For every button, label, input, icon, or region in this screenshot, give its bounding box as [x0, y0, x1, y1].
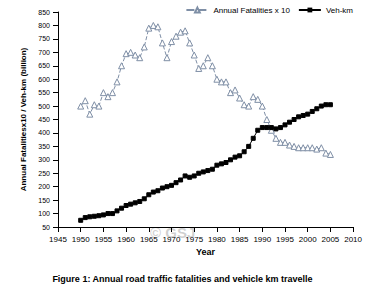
svg-text:Year: Year: [196, 247, 216, 257]
svg-text:350: 350: [38, 143, 50, 150]
svg-text:1965: 1965: [140, 235, 158, 244]
svg-text:250: 250: [38, 170, 50, 177]
svg-text:2010: 2010: [344, 235, 362, 244]
svg-text:2005: 2005: [322, 235, 340, 244]
svg-text:300: 300: [38, 156, 50, 163]
svg-text:600: 600: [38, 76, 50, 83]
svg-text:1970: 1970: [163, 235, 181, 244]
svg-text:Figure 1: Annual road traffic: Figure 1: Annual road traffic fatalities…: [52, 274, 312, 284]
svg-text:© GSJ: © GSJ: [150, 224, 196, 241]
svg-text:150: 150: [38, 197, 50, 204]
svg-text:1985: 1985: [231, 235, 249, 244]
svg-text:1950: 1950: [72, 235, 90, 244]
svg-text:50: 50: [42, 224, 50, 231]
svg-text:750: 750: [38, 35, 50, 42]
svg-text:1945: 1945: [49, 235, 67, 244]
svg-text:Annual Fatalitiesx10 / Veh-km: Annual Fatalitiesx10 / Veh-km (billion): [19, 47, 28, 191]
svg-text:500: 500: [38, 103, 50, 110]
svg-text:700: 700: [38, 49, 50, 56]
svg-text:450: 450: [38, 116, 50, 123]
svg-text:1955: 1955: [95, 235, 113, 244]
svg-text:1980: 1980: [208, 235, 226, 244]
svg-text:1960: 1960: [117, 235, 135, 244]
svg-text:2000: 2000: [299, 235, 317, 244]
svg-text:Veh-km: Veh-km: [326, 6, 353, 15]
svg-text:800: 800: [38, 22, 50, 29]
svg-text:400: 400: [38, 129, 50, 136]
svg-text:100: 100: [38, 210, 50, 217]
svg-text:550: 550: [38, 89, 50, 96]
svg-text:200: 200: [38, 183, 50, 190]
svg-text:650: 650: [38, 62, 50, 69]
svg-text:1995: 1995: [276, 235, 294, 244]
svg-text:1990: 1990: [253, 235, 271, 244]
svg-text:Annual Fatalities x 10: Annual Fatalities x 10: [213, 6, 290, 15]
svg-text:850: 850: [38, 9, 50, 16]
svg-text:1975: 1975: [185, 235, 203, 244]
